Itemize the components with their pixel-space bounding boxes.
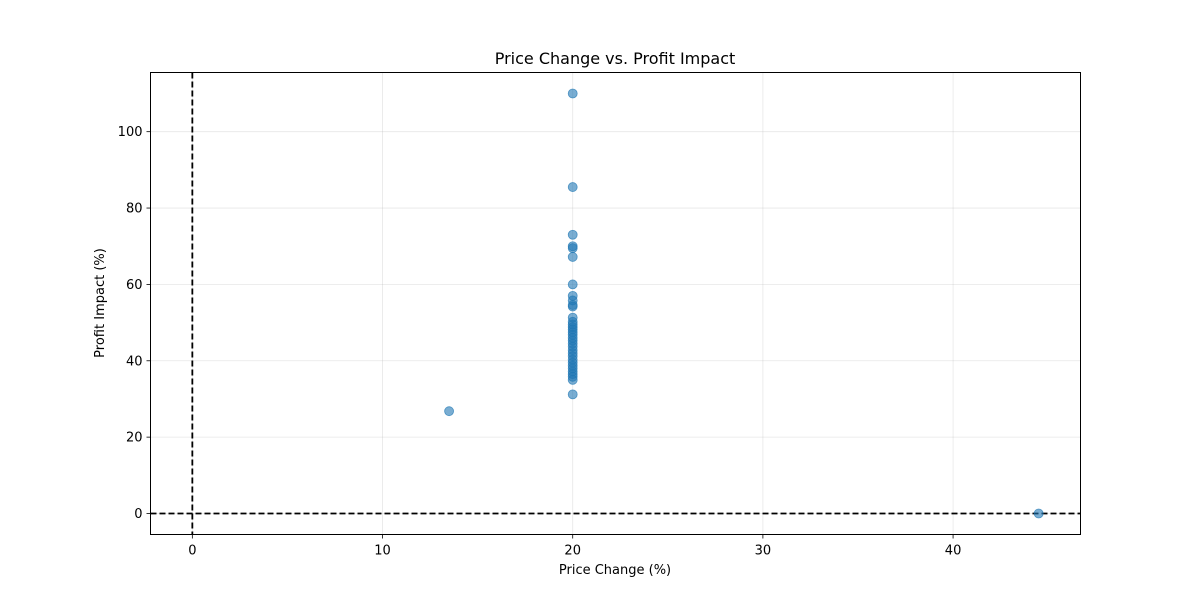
x-tick-label: 0 [188,544,196,559]
data-point [567,229,578,240]
data-point [567,279,578,290]
x-tick-label: 40 [945,544,962,559]
y-axis-label: Profit Impact (%) [93,248,108,358]
x-axis-label: Price Change (%) [559,563,671,578]
x-axis-ticks: 0 10 20 30 40 [188,534,962,559]
grid-lines [150,72,1081,535]
y-tick-label: 0 [134,507,142,522]
data-point [567,88,578,99]
x-tick-label: 10 [374,544,391,559]
data-point [567,301,578,312]
data-point [567,252,578,262]
data-point [1033,508,1044,519]
reference-lines [150,72,1081,535]
chart-title: Price Change vs. Profit Impact [495,49,736,68]
y-tick-label: 20 [126,431,143,446]
data-point [567,243,578,254]
data-point [567,182,578,192]
data-point [567,389,578,400]
data-point [444,406,454,417]
x-tick-label: 30 [755,544,772,559]
data-points [444,88,1044,519]
y-tick-label: 40 [126,354,143,369]
x-tick-label: 20 [564,544,581,559]
plot-frame [150,72,1081,535]
y-tick-label: 100 [118,125,143,140]
y-axis-ticks: 0 20 40 60 80 100 [118,125,151,522]
y-tick-label: 60 [126,278,143,293]
data-point [567,374,578,385]
y-tick-label: 80 [126,202,143,217]
